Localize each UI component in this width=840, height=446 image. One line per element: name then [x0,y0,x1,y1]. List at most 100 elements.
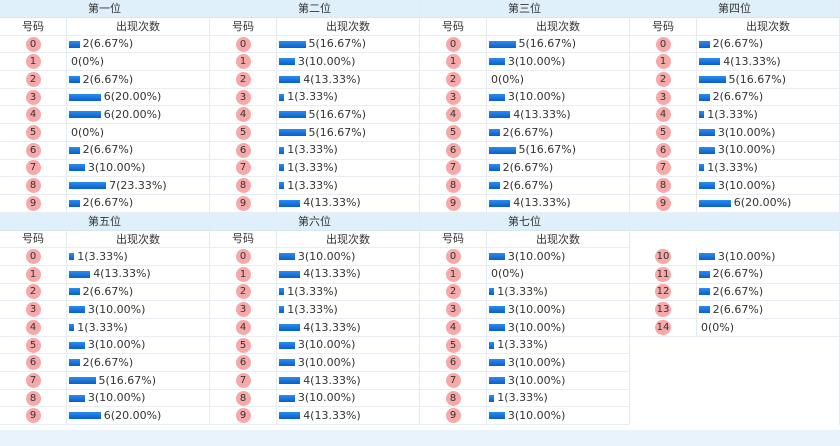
number-ball: 2 [655,71,671,87]
count-bar [489,93,505,101]
table-row: 10 3(10.00%) [630,248,839,266]
block-title: 第三位 [420,0,629,18]
number-ball: 7 [25,372,41,388]
count-cell: 4(13.33%) [487,195,629,212]
table-row: 6 2(6.67%) [0,354,209,373]
count-cell: 2(6.67%) [67,284,209,301]
count-bar [279,376,301,384]
count-text: 5(16.67%) [518,143,577,157]
number-cell: 12 [630,283,697,301]
number-cell: 4 [420,106,487,124]
count-cell: 4(13.33%) [487,106,629,123]
count-cell: 3(10.00%) [697,177,839,194]
number-cell: 3 [0,301,67,318]
number-cell: 3 [420,301,487,318]
count-text: 5(16.67%) [728,72,787,86]
table-row: 4 4(13.33%) [420,106,629,125]
position-block: 第三位 号码 出现次数 0 5(16.67%) 1 3(10.00%) 2 0(0%) 3 3(10… [420,0,630,213]
count-bar [69,376,96,384]
count-text: 4(13.33%) [303,373,361,387]
table-row: 6 3(10.00%) [630,141,839,160]
count-text: 2(6.67%) [82,72,134,86]
table-row: 7 4(13.33%) [210,372,419,390]
table-row: 9 6(20.00%) [0,407,209,426]
number-cell: 3 [630,88,697,106]
table-row: 7 1(3.33%) [630,159,839,178]
count-header: 出现次数 [326,20,370,33]
number-cell: 9 [0,194,67,212]
number-ball: 2 [445,71,461,87]
count-cell: 1(3.33%) [277,301,419,318]
number-cell: 7 [420,372,487,389]
block-title: 第四位 [630,0,839,18]
count-bar [279,146,285,154]
table-row: 3 1(3.33%) [210,301,419,319]
count-text: 5(16.67%) [308,125,367,139]
count-bar [279,341,295,349]
count-text: 3(10.00%) [507,302,566,316]
count-bar [279,164,285,172]
count-text: 0(0%) [71,54,105,68]
count-bar [69,93,101,101]
table-row: 8 3(10.00%) [630,177,839,195]
table-row: 1 4(13.33%) [0,265,209,284]
number-cell: 0 [210,35,277,53]
count-cell: 5(16.67%) [697,71,839,88]
number-cell: 5 [0,124,67,141]
table-row: 9 4(13.33%) [420,194,629,213]
number-cell: 7 [420,159,487,177]
number-ball: 9 [445,408,461,424]
number-cell: 8 [420,177,487,194]
column-headers: 号码 出现次数 [0,18,209,36]
count-bar [489,146,516,154]
table-row: 6 3(10.00%) [210,354,419,373]
table-row: 1 0(0%) [420,265,629,284]
count-cell: 3(10.00%) [487,53,629,70]
count-text: 3(10.00%) [507,249,566,263]
count-text: 3(10.00%) [507,408,566,422]
number-ball: 9 [235,408,251,424]
count-bar [279,75,301,83]
count-text: 6(20.00%) [103,408,162,422]
count-cell: 3(10.00%) [67,160,209,177]
number-cell: 2 [0,71,67,88]
number-ball: 7 [235,372,251,388]
count-bar [489,111,511,119]
number-ball: 7 [25,160,41,176]
count-bar [699,182,715,190]
number-cell: 8 [0,389,67,407]
table-row: 5 3(10.00%) [210,336,419,355]
count-cell: 2(6.67%) [487,177,629,194]
number-cell: 6 [420,141,487,159]
number-ball: 2 [445,284,461,300]
number-ball: 7 [445,372,461,388]
count-text: 1(3.33%) [77,249,128,263]
number-cell: 2 [420,71,487,88]
number-cell: 7 [210,159,277,177]
column-headers: 号码 出现次数 [420,18,629,36]
count-cell: 2(6.67%) [697,89,839,106]
table-row: 0 5(16.67%) [210,35,419,54]
number-ball: 13 [654,302,672,318]
number-header: 号码 [420,18,487,35]
column-headers: 号码 出现次数 [210,230,419,249]
count-header: 出现次数 [326,232,370,246]
count-cell: 3(10.00%) [67,337,209,354]
number-ball: 5 [655,124,671,140]
number-ball: 14 [654,319,672,335]
number-cell: 4 [420,319,487,336]
number-cell: 14 [630,319,697,336]
empty-subheader [630,231,839,249]
count-cell: 1(3.33%) [697,160,839,177]
count-cell: 4(13.33%) [277,319,419,336]
count-cell: 3(10.00%) [487,248,629,265]
count-text: 2(6.67%) [502,161,554,174]
count-text: 2(6.67%) [82,196,134,210]
number-ball: 6 [25,142,41,158]
number-header: 号码 [210,18,277,35]
count-cell: 3(10.00%) [487,319,629,336]
number-cell: 4 [210,319,277,336]
number-cell: 3 [0,88,67,106]
table-row: 11 2(6.67%) [630,265,839,284]
block-title: 第六位 [210,212,419,231]
